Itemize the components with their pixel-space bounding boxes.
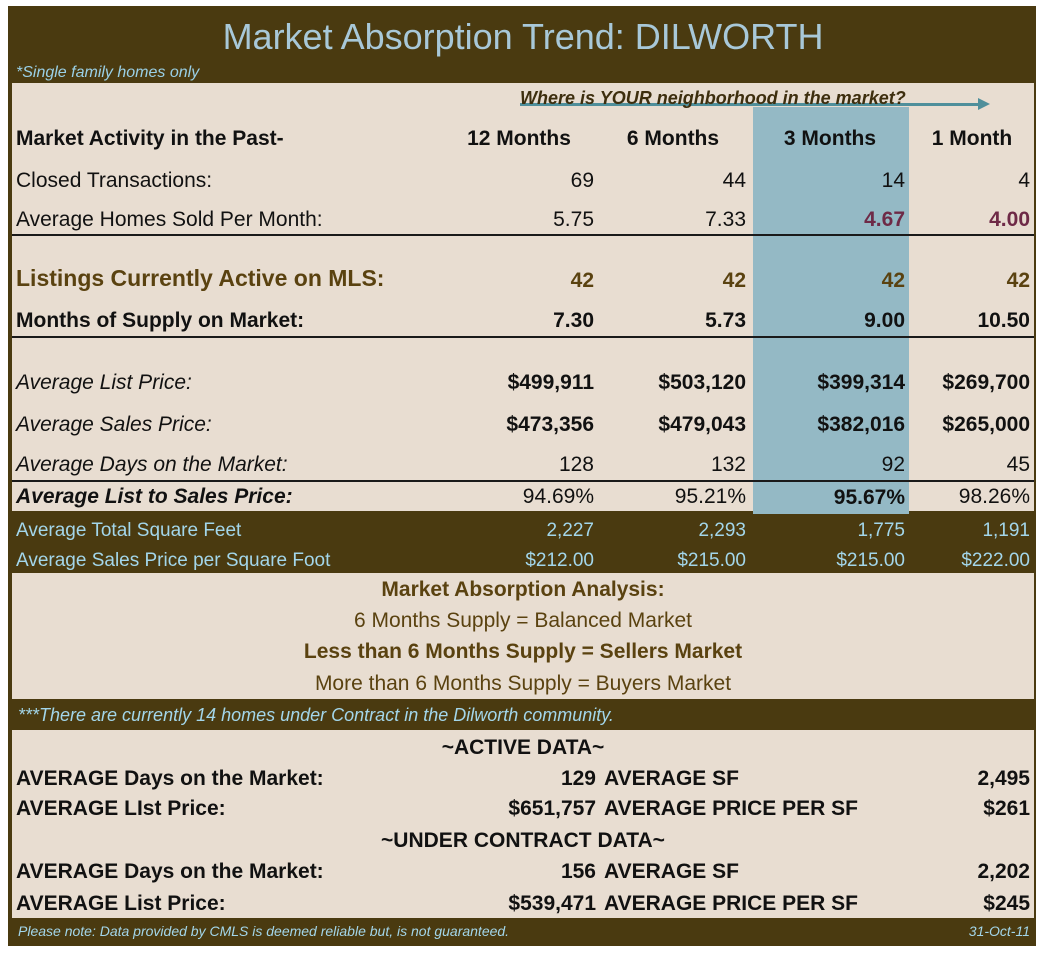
cell-value: $479,043 [658,413,746,436]
summary-label: AVERAGE List Price: [16,892,226,915]
summary-label: AVERAGE SF [604,860,739,883]
divider-line [12,480,1034,482]
cell-value: 7.33 [705,208,746,231]
arrow-right-icon [978,98,990,110]
cell-value: 2,293 [698,520,746,541]
cell-value: $212.00 [525,550,594,571]
summary-label: AVERAGE Days on the Market: [16,860,324,883]
cell-value: 4 [1018,169,1030,192]
summary-value: 156 [560,860,596,883]
cell-value: 98.26% [958,485,1030,508]
cell-value: $399,314 [817,371,905,394]
summary-value: 129 [560,767,596,790]
cell-value: $222.00 [961,550,1030,571]
row-label: Months of Supply on Market: [16,309,305,332]
cell-value: $269,700 [942,371,1030,394]
row-label: Average List Price: [16,371,192,394]
divider-line [12,336,1034,338]
cell-value: 132 [710,453,746,476]
cell-value: 1,775 [857,520,905,541]
cell-value: 92 [881,453,905,476]
summary-panel [12,730,1034,918]
row-label: Listings Currently Active on MLS: [16,265,385,291]
cell-value: 4.67 [864,208,905,231]
cell-value: 9.00 [864,309,905,332]
cell-value: 69 [570,169,594,192]
row-label: Average Days on the Market: [16,453,288,476]
cell-value: 42 [881,269,905,292]
cell-value: 45 [1006,453,1030,476]
cell-value: 42 [722,269,746,292]
cell-value: 95.21% [674,485,746,508]
page-title: Market Absorption Trend: DILWORTH [222,16,824,57]
summary-value: $539,471 [508,892,596,915]
footer-disclaimer: Please note: Data provided by CMLS is de… [18,923,510,939]
cell-value: 4.00 [989,208,1030,231]
cell-value: 10.50 [977,309,1030,332]
summary-value: $261 [983,797,1030,820]
summary-value: 2,202 [977,860,1030,883]
row-label: Average Total Square Feet [16,520,242,541]
summary-label: AVERAGE PRICE PER SF [604,797,858,820]
row-label: Closed Transactions: [16,169,213,192]
cell-value: 2,227 [546,520,594,541]
cell-value: 44 [722,169,746,192]
summary-value: 2,495 [977,767,1030,790]
summary-label: AVERAGE SF [604,767,739,790]
cell-value: 94.69% [522,485,594,508]
row-label: Average Sales Price: [16,413,212,436]
cell-value: $382,016 [817,413,905,436]
cell-value: 5.73 [705,309,746,332]
cell-value: 42 [570,269,594,292]
row-label: Average List to Sales Price: [16,485,293,508]
cell-value: 42 [1006,269,1030,292]
cell-value: 128 [558,453,594,476]
summary-label: AVERAGE PRICE PER SF [604,892,858,915]
cell-value: 5.75 [553,208,594,231]
cell-value: $215.00 [677,550,746,571]
row-label: Average Sales Price per Square Foot [16,550,331,571]
summary-label: AVERAGE Days on the Market: [16,767,324,790]
cell-value: $265,000 [942,413,1030,436]
analysis-line: Less than 6 Months Supply = Sellers Mark… [303,640,743,663]
period-header: 1 Month [931,127,1013,150]
arrow-caption: Where is YOUR neighborhood in the market… [520,88,906,108]
row-label: Average Homes Sold Per Month: [16,208,323,231]
cell-value: 1,191 [982,520,1030,541]
active-data-heading: ~ACTIVE DATA~ [441,736,605,759]
summary-value: $651,757 [508,797,596,820]
cell-value: $473,356 [506,413,594,436]
contract-data-heading: ~UNDER CONTRACT DATA~ [381,829,665,852]
cell-value: $503,120 [658,371,746,394]
divider-line [12,234,1034,236]
contract-note: ***There are currently 14 homes under Co… [18,705,614,725]
cell-value: 7.30 [553,309,594,332]
analysis-line: More than 6 Months Supply = Buyers Marke… [314,672,732,695]
cell-value: $215.00 [836,550,905,571]
cell-value: 95.67% [833,486,905,509]
cell-value: $499,911 [507,371,594,394]
footer-date: 31-Oct-11 [968,923,1030,939]
arrow-line [520,103,980,106]
analysis-title: Market Absorption Analysis: [381,578,665,601]
header-label: Market Activity in the Past- [16,127,284,150]
cell-value: 14 [881,169,905,192]
period-header: 12 Months [467,127,571,150]
summary-value: $245 [983,892,1030,915]
summary-label: AVERAGE LIst Price: [16,797,226,820]
analysis-panel [12,573,1034,699]
single-family-note: *Single family homes only [16,64,200,81]
period-header: 6 Months [626,127,720,150]
analysis-line: 6 Months Supply = Balanced Market [354,609,692,632]
three-month-highlight [753,107,909,514]
period-header: 3 Months [783,127,877,150]
